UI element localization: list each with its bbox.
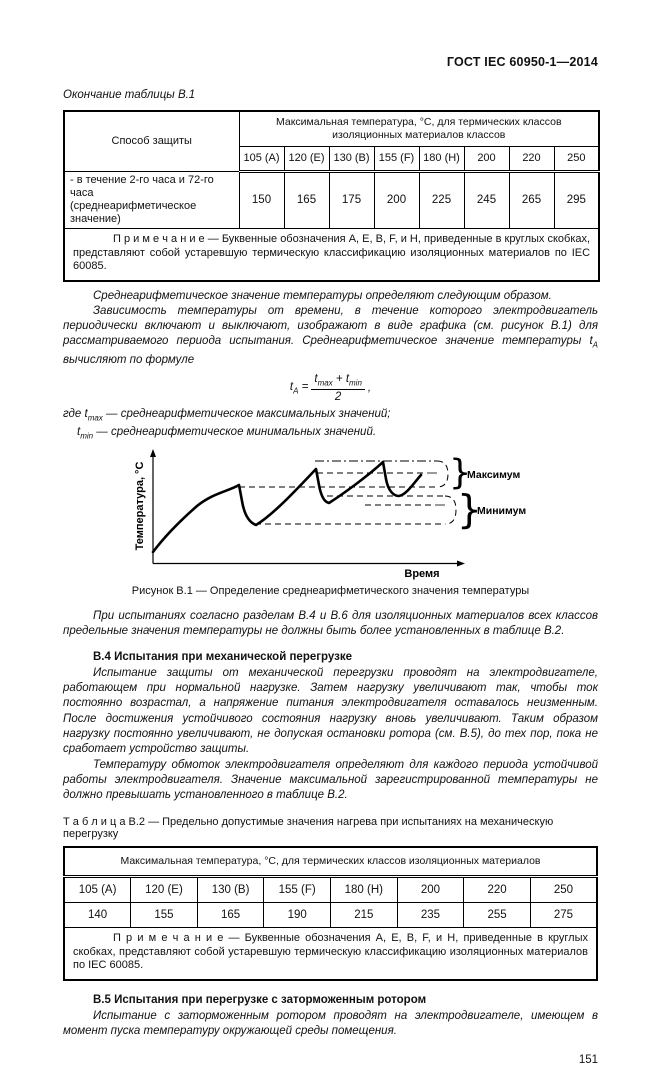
value-cell: 155 xyxy=(130,902,198,929)
value-cell: 175 xyxy=(328,171,375,229)
class-cell: 220 xyxy=(508,146,555,173)
table-b1-data-row: - в течение 2-го часа и 72-го часа (сред… xyxy=(63,171,600,229)
document-page: ГОСТ IEC 60950-1—2014 Окончание таблицы … xyxy=(63,0,601,1066)
value-cell: 255 xyxy=(463,902,531,929)
paragraph-text: вычисляют по формуле xyxy=(63,353,195,366)
paragraph: При испытаниях согласно разделам В.4 и В… xyxy=(63,610,598,638)
figure-caption: Рисунок В.1 — Определение среднеарифмети… xyxy=(131,585,530,598)
table-b2: Максимальная температура, °С, для термич… xyxy=(63,846,598,981)
formula-legend: где tmax — среднеарифметическое максимал… xyxy=(63,407,598,445)
paragraph: Испытание с заторможенным ротором провод… xyxy=(63,1009,598,1038)
class-cell: 200 xyxy=(396,876,465,904)
paragraph: Температуру обмоток электродвигателя опр… xyxy=(63,758,598,802)
class-cell: 120 (E) xyxy=(283,146,330,173)
legend-line: tmin — среднеарифметическое минимальных … xyxy=(77,426,377,441)
table-b2-classes-row: 105 (A) 120 (E) 130 (B) 155 (F) 180 (H) … xyxy=(63,876,598,904)
paragraph: Зависимость температуры от времени, в те… xyxy=(63,304,598,368)
class-cell: 250 xyxy=(553,146,600,173)
section-heading-b5: В.5 Испытания при перегрузке с заторможе… xyxy=(93,993,427,1006)
class-cell: 180 (H) xyxy=(330,876,398,904)
min-band-right-edge xyxy=(444,495,457,525)
figure-b1: Температура, °С Время } } Максимум Миним… xyxy=(63,448,598,597)
value-cell: 165 xyxy=(283,171,330,229)
formula-ta: tA = tmax + tmin 2 , xyxy=(63,373,598,402)
x-axis-arrow-icon xyxy=(457,560,465,567)
maximum-label: Максимум xyxy=(467,469,520,481)
fraction: tmax + tmin 2 xyxy=(311,373,365,403)
minimum-label: Минимум xyxy=(477,505,526,517)
value-cell: 265 xyxy=(508,171,555,229)
class-cell: 105 (A) xyxy=(63,876,132,904)
value-cell: 150 xyxy=(238,171,285,229)
table-b1-continuation-label: Окончание таблицы В.1 xyxy=(63,89,196,101)
table-b2-caption: Т а б л и ц а В.2 — Предельно допустимые… xyxy=(63,816,554,841)
subscript: A xyxy=(592,340,598,350)
class-cell: 155 (F) xyxy=(263,876,331,904)
formula-lhs: tA = xyxy=(289,380,309,396)
class-cell: 220 xyxy=(463,876,531,904)
value-cell: 245 xyxy=(463,171,510,229)
table-note: П р и м е ч а н и е — Буквенные обозначе… xyxy=(63,927,598,981)
temperature-time-chart: Температура, °С Время } } Максимум Миним… xyxy=(135,449,526,580)
max-band-right-edge xyxy=(436,460,449,488)
note-label: П р и м е ч а н и е xyxy=(113,932,224,945)
value-cell: 190 xyxy=(263,902,331,929)
value-cell: 225 xyxy=(418,171,465,229)
paragraph-text: Зависимость температуры от времени, в те… xyxy=(63,304,598,348)
paragraph: Испытание защиты от механической перегру… xyxy=(63,666,598,756)
value-cell: 200 xyxy=(373,171,420,229)
formula-tail: , xyxy=(367,381,372,394)
y-axis-label: Температура, °С xyxy=(135,462,146,551)
class-cell: 130 (B) xyxy=(196,876,265,904)
running-header: ГОСТ IEC 60950-1—2014 xyxy=(446,55,598,69)
table-b2-span-header: Максимальная температура, °С, для термич… xyxy=(63,846,598,879)
y-axis-arrow-icon xyxy=(150,449,156,458)
page-number: 151 xyxy=(578,1053,598,1066)
class-cell: 180 (H) xyxy=(418,146,465,173)
table-note: П р и м е ч а н и е — Буквенные обозначе… xyxy=(63,228,600,281)
class-cell: 120 (E) xyxy=(130,876,198,904)
value-cell: 295 xyxy=(553,171,600,229)
numerator: tmax + tmin xyxy=(311,373,365,390)
table-b1-classes-row: 105 (A) 120 (E) 130 (B) 155 (F) 180 (H) … xyxy=(64,146,600,173)
table-b2-note-row: П р и м е ч а н и е — Буквенные обозначе… xyxy=(63,927,598,981)
table-b1: Способ защиты Максимальная температура, … xyxy=(63,110,601,282)
table-b1-header-row: Способ защиты Максимальная температура, … xyxy=(63,110,600,172)
table-b1-col1-header: Способ защиты xyxy=(63,110,240,172)
class-cell: 200 xyxy=(463,146,510,173)
value-cell: 165 xyxy=(196,902,265,929)
max-brace-icon: } xyxy=(449,453,471,493)
table-b2-header-row: Максимальная температура, °С, для термич… xyxy=(63,846,598,879)
min-brace-icon: } xyxy=(457,488,482,533)
paragraph: Среднеарифметическое значение температур… xyxy=(93,289,552,302)
table-b2-values-row: 140 155 165 190 215 235 255 275 xyxy=(63,902,598,929)
note-body: — Буквенные обозначения A, E, B, F, и H,… xyxy=(73,233,591,272)
denominator: 2 xyxy=(334,390,342,403)
temperature-curve xyxy=(151,460,423,554)
section-heading-b4: В.4 Испытания при механической перегрузк… xyxy=(93,650,353,663)
class-cell: 250 xyxy=(529,876,598,904)
note-label: П р и м е ч а н и е xyxy=(113,233,205,245)
value-cell: 140 xyxy=(63,902,132,929)
legend-line: где tmax — среднеарифметическое максимал… xyxy=(63,407,391,422)
class-cell: 155 (F) xyxy=(373,146,420,173)
table-b1-note-row: П р и м е ч а н и е — Буквенные обозначе… xyxy=(63,228,600,281)
class-cell: 130 (B) xyxy=(328,146,375,173)
row-label: - в течение 2-го часа и 72-го часа (сред… xyxy=(63,171,240,229)
x-axis-label: Время xyxy=(404,568,439,580)
table-b1-span-header: Максимальная температура, °С, для термич… xyxy=(238,110,600,147)
class-cell: 105 (A) xyxy=(238,146,285,173)
value-cell: 275 xyxy=(529,902,598,929)
value-cell: 235 xyxy=(396,902,465,929)
value-cell: 215 xyxy=(330,902,398,929)
